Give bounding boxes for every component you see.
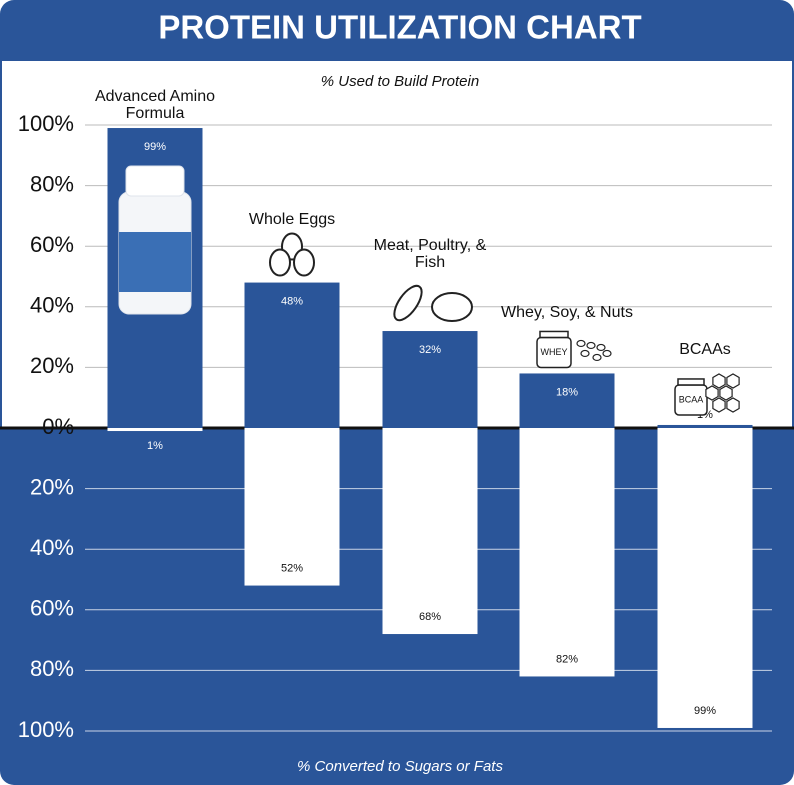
value-label: 99% (144, 141, 166, 153)
hexagon-icon (726, 373, 740, 389)
jar-lid (677, 378, 705, 386)
bar (244, 282, 340, 428)
value-label: 99% (694, 705, 716, 717)
value-label: 52% (281, 562, 303, 574)
bar (657, 428, 753, 728)
y-tick-label: 60% (30, 232, 74, 257)
category-label: Whole Eggs (248, 210, 336, 228)
hexagon-icon (712, 373, 726, 389)
hexagon-icon (705, 385, 719, 401)
nut-icon (592, 353, 602, 362)
bar (382, 428, 478, 635)
category-label: Meat, Poultry, & Fish (373, 237, 487, 272)
y2-tick-label: 40% (30, 535, 74, 560)
hexagon-icon (719, 385, 733, 401)
category-label: BCAAs (679, 340, 731, 358)
nut-icon (602, 349, 612, 358)
icons (118, 165, 740, 416)
hexagon-icon (726, 397, 740, 413)
chicken-icon (431, 292, 473, 323)
nut-icon (586, 341, 596, 350)
value-label: 68% (419, 611, 441, 623)
y-axis-label: % Used to Build Protein (321, 73, 479, 90)
icon-text: BCAA (679, 394, 704, 404)
egg-icon (293, 248, 315, 277)
category-label: Whey, Soy, & Nuts (501, 304, 633, 322)
nut-icon (596, 343, 606, 352)
bar (657, 424, 753, 428)
nut-icon (580, 349, 590, 358)
nut-icon (576, 339, 586, 348)
egg-icon (269, 248, 291, 277)
value-label: 48% (281, 295, 303, 307)
bottle-cap (125, 165, 185, 197)
bar (107, 428, 203, 432)
category-label: Advanced Amino Formula (94, 88, 216, 123)
bar (244, 428, 340, 586)
y-tick-label: 100% (18, 111, 74, 136)
icon-text: WHEY (541, 347, 568, 357)
y-tick-label: 0% (42, 414, 74, 439)
y2-tick-label: 20% (30, 474, 74, 499)
value-label: 32% (419, 344, 441, 356)
y2-tick-label: 100% (18, 717, 74, 742)
y2-axis-label: % Converted to Sugars or Fats (297, 758, 503, 775)
y-tick-label: 80% (30, 171, 74, 196)
value-label: 1% (147, 440, 163, 452)
y-tick-label: 20% (30, 353, 74, 378)
bar (382, 331, 478, 428)
hexagon-icon (712, 397, 726, 413)
bar (519, 428, 615, 677)
bottle-label (119, 232, 191, 292)
jar-lid (539, 330, 569, 339)
value-label: 82% (556, 653, 578, 665)
bar (519, 373, 615, 428)
y2-tick-label: 80% (30, 656, 74, 681)
y2-tick-label: 60% (30, 596, 74, 621)
value-label: 18% (556, 386, 578, 398)
chart-title: PROTEIN UTILIZATION CHART (158, 9, 641, 46)
y-tick-label: 40% (30, 293, 74, 318)
fish-icon (393, 284, 423, 322)
